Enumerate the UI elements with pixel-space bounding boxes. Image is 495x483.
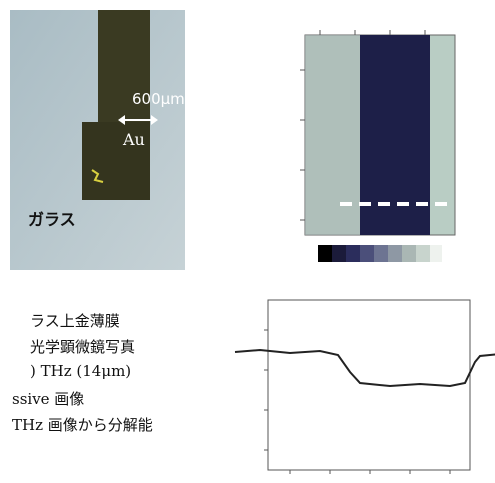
page: 600µm Au ガラス ラス上金薄膜 光学顕微鏡写真 ) THz (14μm)… <box>0 0 495 483</box>
caption-line: 光学顕微鏡写真 <box>30 336 135 357</box>
signal-line <box>235 350 495 386</box>
width-label: 600µm <box>132 90 185 108</box>
colorbar <box>318 245 442 262</box>
caption-line: ssive 画像 <box>12 388 84 409</box>
metal-label: Au <box>122 130 145 149</box>
plot-ticks <box>264 330 450 474</box>
caption-line: ラス上金薄膜 <box>30 310 120 331</box>
caption-line: THz 画像から分解能 <box>12 414 153 435</box>
substrate-label: ガラス <box>28 210 76 229</box>
figure: 600µm Au ガラス <box>0 0 495 483</box>
caption-line: ) THz (14μm) <box>30 362 131 380</box>
